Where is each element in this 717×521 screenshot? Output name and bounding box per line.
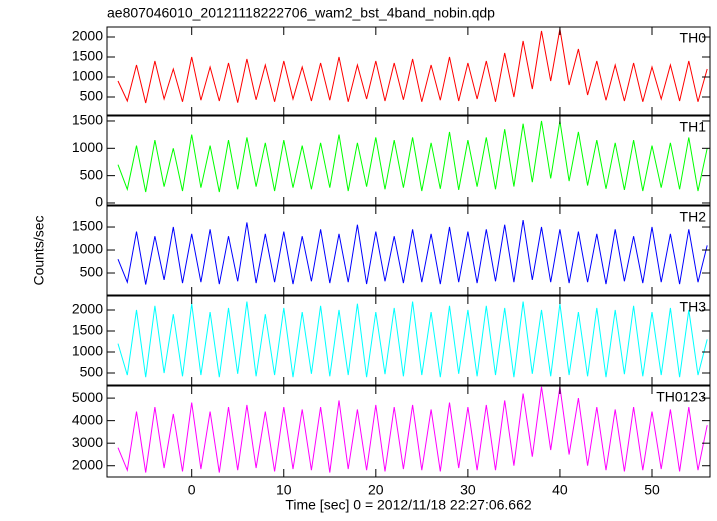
series-label: TH0123 [656, 389, 706, 405]
y-tick-label: 500 [80, 88, 104, 104]
y-tick-label: 1000 [72, 139, 103, 155]
series-line [117, 120, 708, 193]
y-tick-label: 1500 [72, 322, 103, 338]
x-tick-label: 40 [552, 482, 568, 498]
chart-title: ae807046010_20121118222706_wam2_bst_4ban… [107, 5, 495, 21]
series-line [117, 28, 708, 104]
y-tick-label: 0 [95, 194, 103, 210]
y-tick-label: 1000 [72, 241, 103, 257]
y-tick-label: 500 [80, 166, 104, 182]
x-tick-label: 20 [368, 482, 384, 498]
y-tick-label: 2000 [72, 28, 103, 44]
x-tick-label: 30 [460, 482, 476, 498]
panel-frame [106, 26, 711, 116]
y-tick-label: 2000 [72, 456, 103, 472]
panel-frame [106, 115, 711, 206]
y-tick-label: 1500 [72, 112, 103, 128]
x-tick-label: 0 [188, 482, 196, 498]
panel-frame [106, 385, 711, 478]
y-tick-label: 1500 [72, 48, 103, 64]
y-tick-label: 5000 [72, 389, 103, 405]
series-line [117, 301, 708, 378]
y-tick-label: 3000 [72, 434, 103, 450]
x-tick-label: 10 [276, 482, 292, 498]
series-label: TH0 [680, 30, 707, 46]
y-tick-label: 1000 [72, 68, 103, 84]
series-label: TH3 [680, 299, 707, 315]
x-tick-label: 50 [644, 482, 660, 498]
y-tick-label: 500 [80, 264, 104, 280]
x-axis-label: Time [sec] 0 = 2012/11/18 22:27:06.662 [285, 497, 532, 513]
y-tick-label: 1000 [72, 343, 103, 359]
series-label: TH1 [680, 119, 707, 135]
series-line [117, 220, 708, 285]
y-tick-label: 4000 [72, 411, 103, 427]
series-label: TH2 [680, 209, 707, 225]
y-tick-label: 500 [80, 364, 104, 380]
panel-frame [106, 295, 711, 386]
y-tick-label: 2000 [72, 301, 103, 317]
y-tick-label: 1500 [72, 218, 103, 234]
series-line [117, 386, 708, 473]
y-axis-label: Counts/sec [31, 215, 47, 285]
